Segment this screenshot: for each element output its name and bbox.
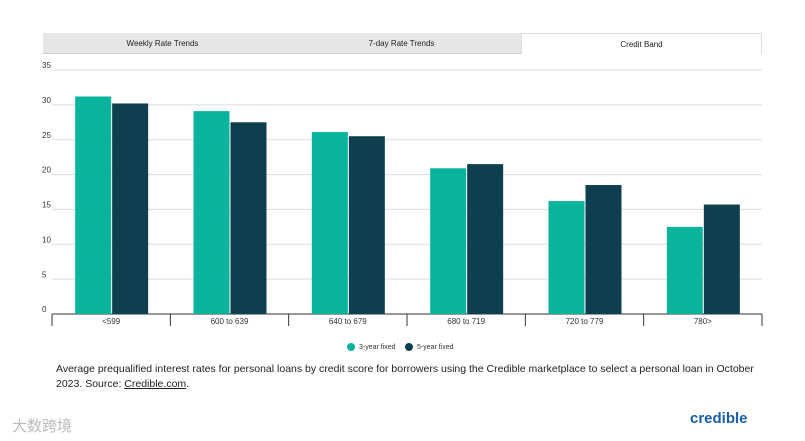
bar: [703, 204, 740, 314]
caption-end: .: [186, 378, 190, 390]
tab[interactable]: Credit Band: [521, 33, 762, 54]
bar: [230, 122, 267, 315]
legend-label: 5-year fixed: [417, 344, 454, 351]
tab-bar: Weekly Rate Trends 7-day Rate Trends Cre…: [43, 33, 762, 54]
bar: [348, 136, 385, 314]
y-tick-label: 15: [42, 201, 51, 210]
legend-label: 3-year fixed: [359, 344, 396, 351]
y-tick-label: 0: [42, 305, 47, 314]
legend-marker: [405, 343, 413, 351]
x-tick-label: 780>: [694, 317, 712, 326]
logo: credible: [690, 410, 748, 427]
y-tick-label: 25: [42, 131, 51, 140]
x-tick-label: 600 to 639: [211, 317, 249, 326]
bar: [75, 96, 112, 315]
x-tick-label: 640 to 679: [329, 317, 367, 326]
y-tick-label: 10: [42, 235, 51, 244]
bar: [430, 168, 467, 314]
x-tick-label: <599: [102, 317, 121, 326]
y-tick-label: 5: [42, 270, 47, 279]
y-tick-label: 35: [42, 61, 51, 70]
caption: Average prequalified interest rates for …: [56, 362, 756, 392]
x-tick-label: 720 to 779: [566, 317, 604, 326]
legend-marker: [347, 343, 355, 351]
tab[interactable]: 7-day Rate Trends: [282, 33, 521, 54]
y-tick-label: 20: [42, 166, 51, 175]
y-tick-label: 30: [42, 96, 51, 105]
tab[interactable]: Weekly Rate Trends: [43, 33, 282, 54]
bar: [467, 164, 504, 314]
caption-text: Average prequalified interest rates for …: [56, 363, 754, 390]
source-link[interactable]: Credible.com: [124, 378, 187, 390]
bar: [666, 226, 703, 314]
bar: [548, 201, 585, 314]
x-tick-label: 680 to 719: [447, 317, 485, 326]
watermark: 大数跨境: [12, 418, 73, 435]
bar: [311, 132, 348, 314]
bar: [112, 103, 149, 314]
bar: [193, 111, 230, 314]
bar: [585, 185, 622, 314]
